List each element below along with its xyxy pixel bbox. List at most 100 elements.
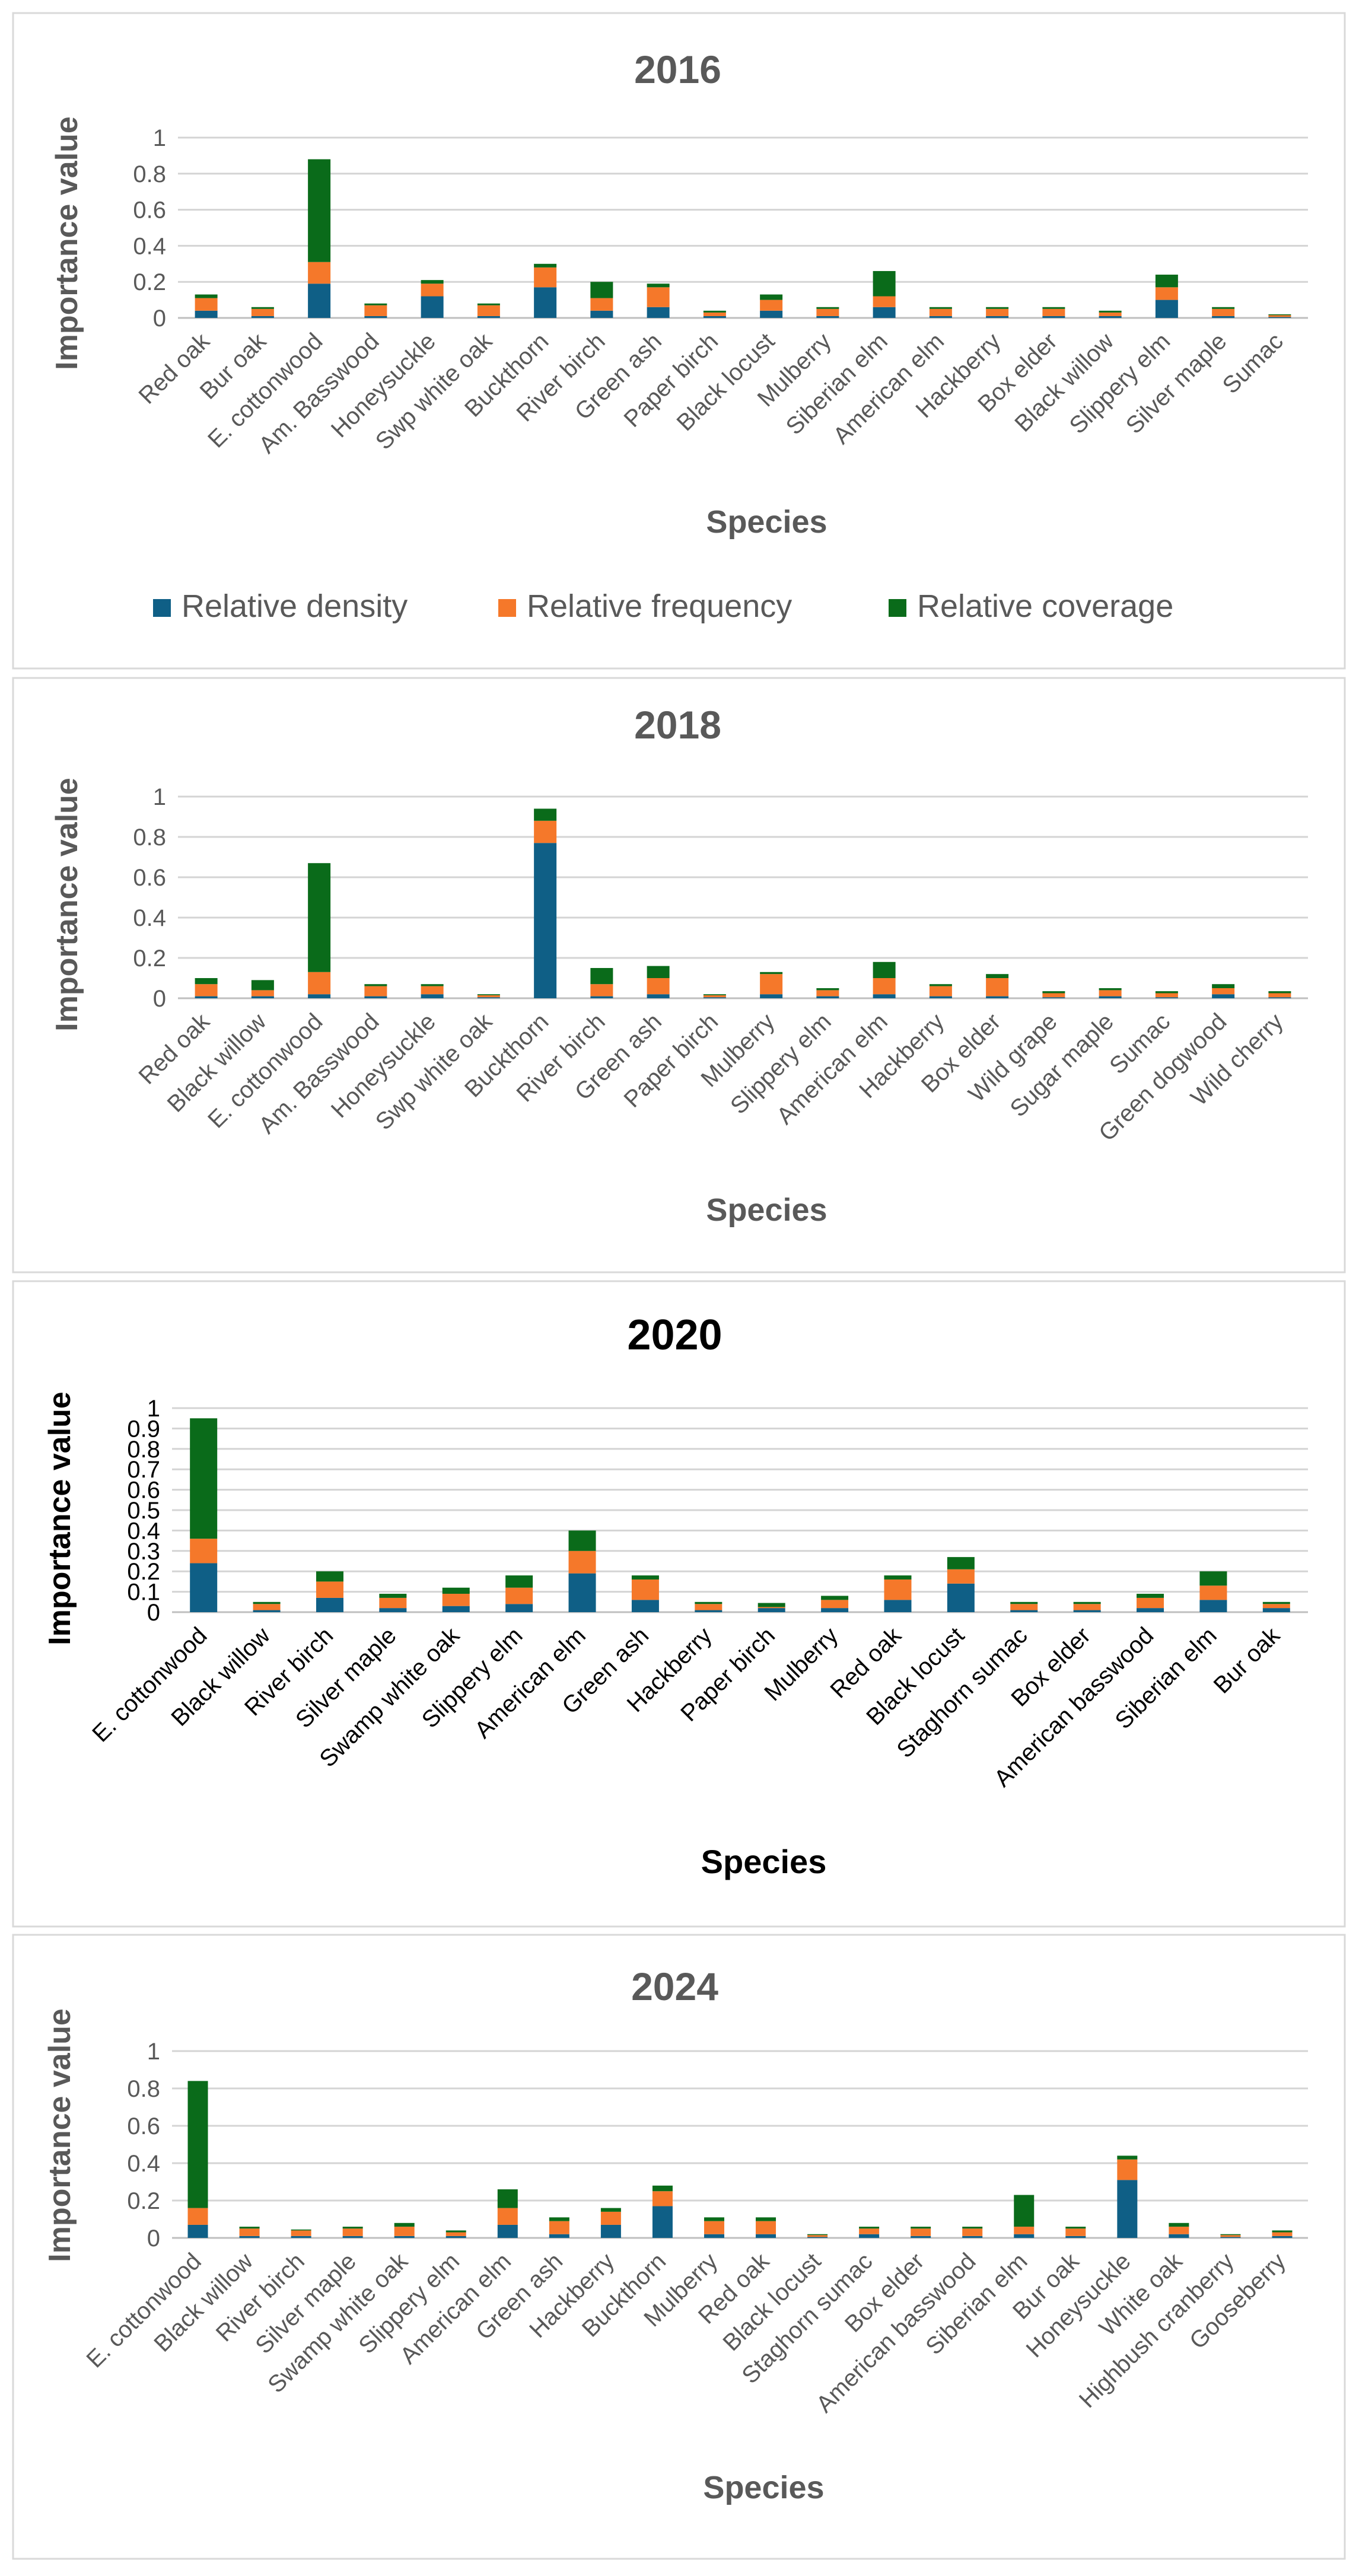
bar-segment [986, 316, 1009, 318]
y-tick-label: 0.6 [127, 2113, 160, 2139]
bar-segment [1169, 2234, 1189, 2238]
bar-segment [1155, 993, 1178, 998]
bar-segment [703, 310, 726, 313]
bar-segment [251, 316, 274, 318]
bar-segment [1073, 1610, 1101, 1612]
bar-segment [477, 995, 500, 998]
bar-segment [187, 2208, 208, 2225]
y-tick-label: 0.3 [127, 1539, 160, 1565]
y-tick-label: 0 [153, 986, 166, 1012]
bar-segment [1262, 1608, 1290, 1612]
y-axis-label: Importance value [50, 116, 84, 370]
bar-segment [1117, 2180, 1138, 2238]
bar-segment [568, 1550, 596, 1574]
bar-segment [652, 2206, 673, 2238]
bar-segment [1014, 2234, 1035, 2238]
bar-segment [821, 1596, 849, 1600]
bar-segment [308, 994, 331, 998]
y-tick-label: 0.7 [127, 1457, 160, 1483]
x-axis-label: Species [701, 1843, 827, 1880]
bar-segment [1262, 1604, 1290, 1609]
bar-segment [1272, 2236, 1293, 2238]
bar-segment [1065, 2236, 1086, 2238]
bar-segment [316, 1597, 343, 1612]
bar-segment [251, 980, 274, 991]
legend-label: Relative coverage [917, 588, 1173, 624]
bar-segment [859, 2234, 880, 2238]
bar-segment [1042, 997, 1065, 998]
bar-segment [308, 972, 331, 995]
bar-segment [342, 2236, 363, 2238]
y-tick-label: 0.4 [127, 1518, 160, 1544]
bar-segment [421, 986, 444, 995]
bar-segment [364, 986, 387, 996]
bar-segment [1099, 990, 1122, 996]
bar-segment [647, 307, 670, 318]
bar-segment [1268, 991, 1291, 994]
bar-segment [703, 995, 726, 998]
bar-segment [1268, 993, 1291, 998]
legend-label: Relative frequency [527, 588, 792, 624]
bar-segment [477, 994, 500, 995]
bar-segment [477, 316, 500, 318]
bar-segment [1042, 307, 1065, 309]
bar-segment [1155, 991, 1178, 994]
bar-segment [342, 2227, 363, 2229]
bar-segment [1099, 988, 1122, 991]
y-tick-label: 0.6 [133, 198, 166, 224]
bar-segment [859, 2228, 880, 2234]
y-tick-label: 0.8 [127, 2076, 160, 2102]
bar-segment [859, 2227, 880, 2229]
bar-segment [1199, 1571, 1227, 1586]
bar-segment [1065, 2227, 1086, 2229]
bar-segment [1137, 1594, 1164, 1598]
bar-segment [568, 1573, 596, 1612]
bar-segment [1065, 2228, 1086, 2236]
y-tick-label: 0.4 [133, 233, 166, 259]
bars [195, 808, 1291, 998]
bar-segment [986, 978, 1009, 996]
bar-segment [1137, 1608, 1164, 1612]
bar-segment [600, 2208, 621, 2212]
bar-segment [1073, 1601, 1101, 1604]
bar-segment [477, 997, 500, 998]
bar-segment [821, 1608, 849, 1612]
bar-segment [760, 294, 783, 300]
bar-segment [1220, 2235, 1241, 2237]
bar-segment [187, 2081, 208, 2208]
bar-segment [1268, 315, 1291, 317]
bar-segment [760, 974, 783, 995]
bar-segment [756, 2221, 776, 2234]
bar-segment [704, 2217, 724, 2221]
bar-segment [756, 2217, 776, 2221]
bar-segment [534, 843, 557, 998]
bar-segment [703, 994, 726, 995]
y-tick-label: 0 [147, 2225, 160, 2252]
bar-segment [394, 2227, 415, 2236]
bar-segment [631, 1600, 659, 1612]
bar-segment [195, 996, 218, 998]
bar-segment [534, 808, 557, 821]
chart-panel [12, 12, 1346, 670]
bar-segment [647, 978, 670, 995]
bar-segment [986, 974, 1009, 978]
bar-segment [534, 267, 557, 288]
bar-segment [379, 1594, 407, 1598]
bar-segment [442, 1587, 470, 1594]
bar-segment [505, 1587, 533, 1604]
bar-segment [590, 282, 613, 298]
bar-segment [379, 1597, 407, 1609]
y-tick-label: 0.1 [127, 1580, 160, 1606]
bar-segment [1199, 1585, 1227, 1600]
bar-segment [1212, 307, 1235, 309]
bar-segment [758, 1603, 785, 1607]
bar-segment [821, 1600, 849, 1609]
bar-segment [1212, 988, 1235, 995]
chart-title: 2018 [634, 703, 721, 747]
bar-segment [647, 284, 670, 288]
bar-segment [929, 996, 952, 998]
bar-segment [1272, 2230, 1293, 2233]
bar-segment [1272, 2232, 1293, 2236]
bar-segment [1212, 308, 1235, 316]
x-axis-label: Species [706, 1192, 827, 1228]
